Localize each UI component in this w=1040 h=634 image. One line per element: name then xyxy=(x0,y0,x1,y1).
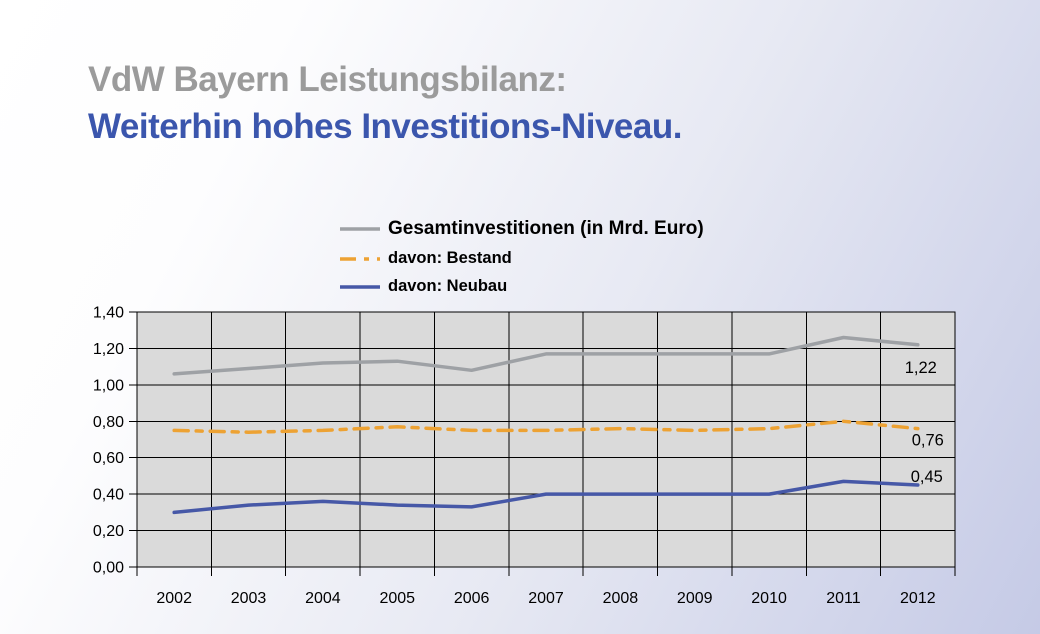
y-axis-label: 0,00 xyxy=(93,560,124,577)
chart-legend: Gesamtinvestitionen (in Mrd. Euro) davon… xyxy=(340,218,704,305)
y-axis-label: 0,60 xyxy=(93,450,124,467)
x-axis-label: 2010 xyxy=(751,590,787,607)
series-line-neubau xyxy=(172,479,920,515)
x-axis-label: 2012 xyxy=(900,590,936,607)
y-axis-label: 1,40 xyxy=(93,305,124,322)
line-chart: 0,00 0,20 0,40 0,60 0,80 1,00 1,20 1,40 2002 2003… xyxy=(80,300,970,625)
slide-title-line1: VdW Bayern Leistungsbilanz: xyxy=(88,60,567,99)
legend-label-neubau: davon: Neubau xyxy=(388,277,508,295)
legend-line-sample-bestand xyxy=(340,256,380,262)
legend-line-sample-gesamt xyxy=(340,226,380,232)
chart-svg: 0,00 0,20 0,40 0,60 0,80 1,00 1,20 1,40 2002 2003… xyxy=(93,305,956,607)
slide-title-line2: Weiterhin hohes Investitions-Niveau. xyxy=(88,107,682,146)
plot-area xyxy=(136,311,956,568)
slide-title: VdW Bayern Leistungsbilanz: Weiterhin ho… xyxy=(88,56,682,150)
x-axis-label: 2004 xyxy=(305,590,341,607)
data-label-gesamt: 1,22 xyxy=(905,359,937,377)
legend-item-neubau: davon: Neubau xyxy=(340,277,704,296)
y-axis-label: 0,20 xyxy=(93,523,124,540)
x-axis-label: 2002 xyxy=(156,590,192,607)
x-axis-label: 2006 xyxy=(454,590,490,607)
legend-label-bestand: davon: Bestand xyxy=(388,249,512,267)
x-axis-label: 2011 xyxy=(826,590,861,607)
y-axis-label: 1,20 xyxy=(93,341,124,358)
y-axis-label: 0,80 xyxy=(93,414,124,431)
legend-item-gesamt: Gesamtinvestitionen (in Mrd. Euro) xyxy=(340,218,704,240)
x-axis-label: 2005 xyxy=(379,590,415,607)
legend-line-sample-neubau xyxy=(340,284,380,290)
x-axis-label: 2009 xyxy=(677,590,713,607)
y-axis-label: 0,40 xyxy=(93,487,124,504)
y-axis-label: 1,00 xyxy=(93,377,124,394)
x-axis-label: 2003 xyxy=(231,590,267,607)
data-label-neubau: 0,45 xyxy=(911,468,943,486)
series-line-bestand xyxy=(172,419,920,434)
legend-item-bestand: davon: Bestand xyxy=(340,249,704,268)
series-line-gesamt xyxy=(172,335,920,376)
x-axis-label: 2007 xyxy=(528,590,564,607)
legend-label-gesamt: Gesamtinvestitionen (in Mrd. Euro) xyxy=(388,218,704,239)
x-axis-label: 2008 xyxy=(603,590,639,607)
data-label-bestand: 0,76 xyxy=(912,432,944,450)
